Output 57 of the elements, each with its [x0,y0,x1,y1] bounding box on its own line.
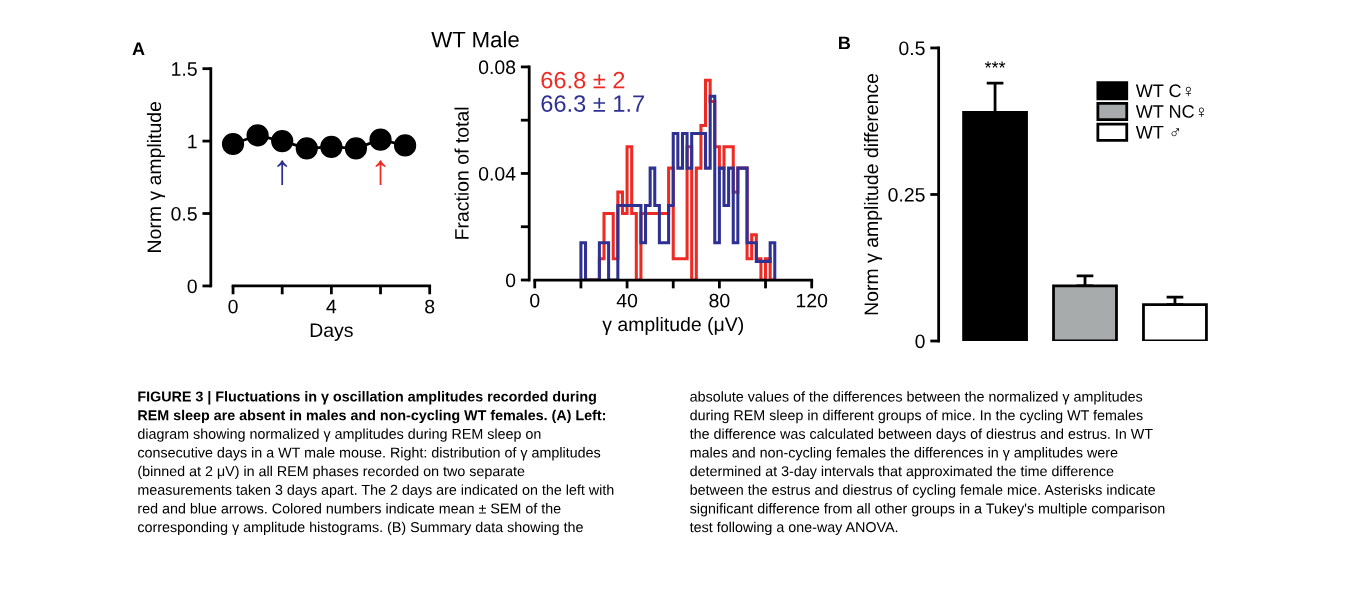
legend-label: WT ♂ [1135,125,1180,139]
annotation: *** [984,61,1006,68]
y-tick-label: 1 [188,134,197,149]
text: corresponding γ amplitude histograms. (B) Summary data showing the [138,521,583,536]
point [393,134,417,157]
text: 66.8 ± 2 [541,71,625,89]
text: B [839,36,851,50]
point [271,129,294,153]
x-tick-label: 0 [530,293,540,308]
x-tick-label: 120 [796,293,828,308]
text: absolute values of the differences between the normalized γ amplitudes [690,391,1143,405]
annotation: ↑ [375,160,386,185]
point [369,128,392,151]
y-axis-title: Norm γ amplitude [146,101,166,252]
y-tick-label: 0.04 [478,166,516,181]
y-tick-label: 0 [915,334,925,349]
y-tick-label: 0 [505,273,516,288]
series-label: 66.3 ± 1.7 [541,95,644,112]
y-tick-label: 0.25 [888,187,925,202]
x-axis-title: Days [310,323,353,341]
y-tick-label: 0 [187,279,197,294]
text: measurements taken 3 days apart. The 2 days are indicated on the left with [138,484,614,498]
text: red and blue arrows. Colored numbers indicate mean ± SEM of the [138,503,561,514]
y-tick-label: 1.5 [172,62,197,76]
point [246,124,269,147]
y-tick-label: 0.08 [478,60,516,75]
point [295,137,318,160]
text: diagram showing normalized γ amplitudes during REM sleep on [138,428,541,442]
legend-label: WT C♀ [1135,84,1191,98]
text: males and non-cycling females the differences in γ amplitudes were [690,447,1118,461]
x-tick-label: 4 [326,299,337,314]
point [344,137,368,160]
text: A [132,42,145,55]
x-tick-label: 8 [425,299,435,314]
text: significant difference from all other groups in a Tukey's multiple comparison [690,503,1165,517]
x-tick-label: 80 [709,293,730,308]
text: the difference was calculated between days of diestrus and estrus. In WT [689,428,1153,442]
text: (binned at 2 μV) in all REM phases recorded on two separate [138,465,525,480]
text: REM sleep are absent in males and non-cycling WT females. (A) Left: [138,409,606,424]
text: between the estrus and diestrus of cycling female mice. Asterisks indicate [690,484,1155,498]
y-axis-title: Norm γ amplitude difference [863,73,883,315]
point [221,132,245,156]
y-tick-label: 0.5 [899,41,925,56]
text: test following a one-way ANOVA. [689,521,898,536]
point [320,135,343,158]
annotation: ↑ [277,160,288,185]
text: determined at 3-day intervals that approximated the time difference [690,465,1114,480]
x-tick-label: 0 [228,299,238,314]
text: during REM sleep in different groups of mice. In the cycling WT females [690,409,1143,424]
chart-title: WT Male [431,31,519,48]
text: consecutive days in a WT male mouse. Right: distribution of γ amplitudes [138,447,601,461]
y-tick-label: 0.5 [171,206,197,221]
x-axis-title: γ amplitude (μV) [602,316,744,336]
y-axis-title: Fraction of total [454,107,469,239]
legend-label: WT NC♀ [1135,105,1204,118]
caption: FIGURE 3 | Fluctuations in γ oscillation amplitudes recorded during [138,391,596,405]
x-tick-label: 40 [616,293,638,308]
